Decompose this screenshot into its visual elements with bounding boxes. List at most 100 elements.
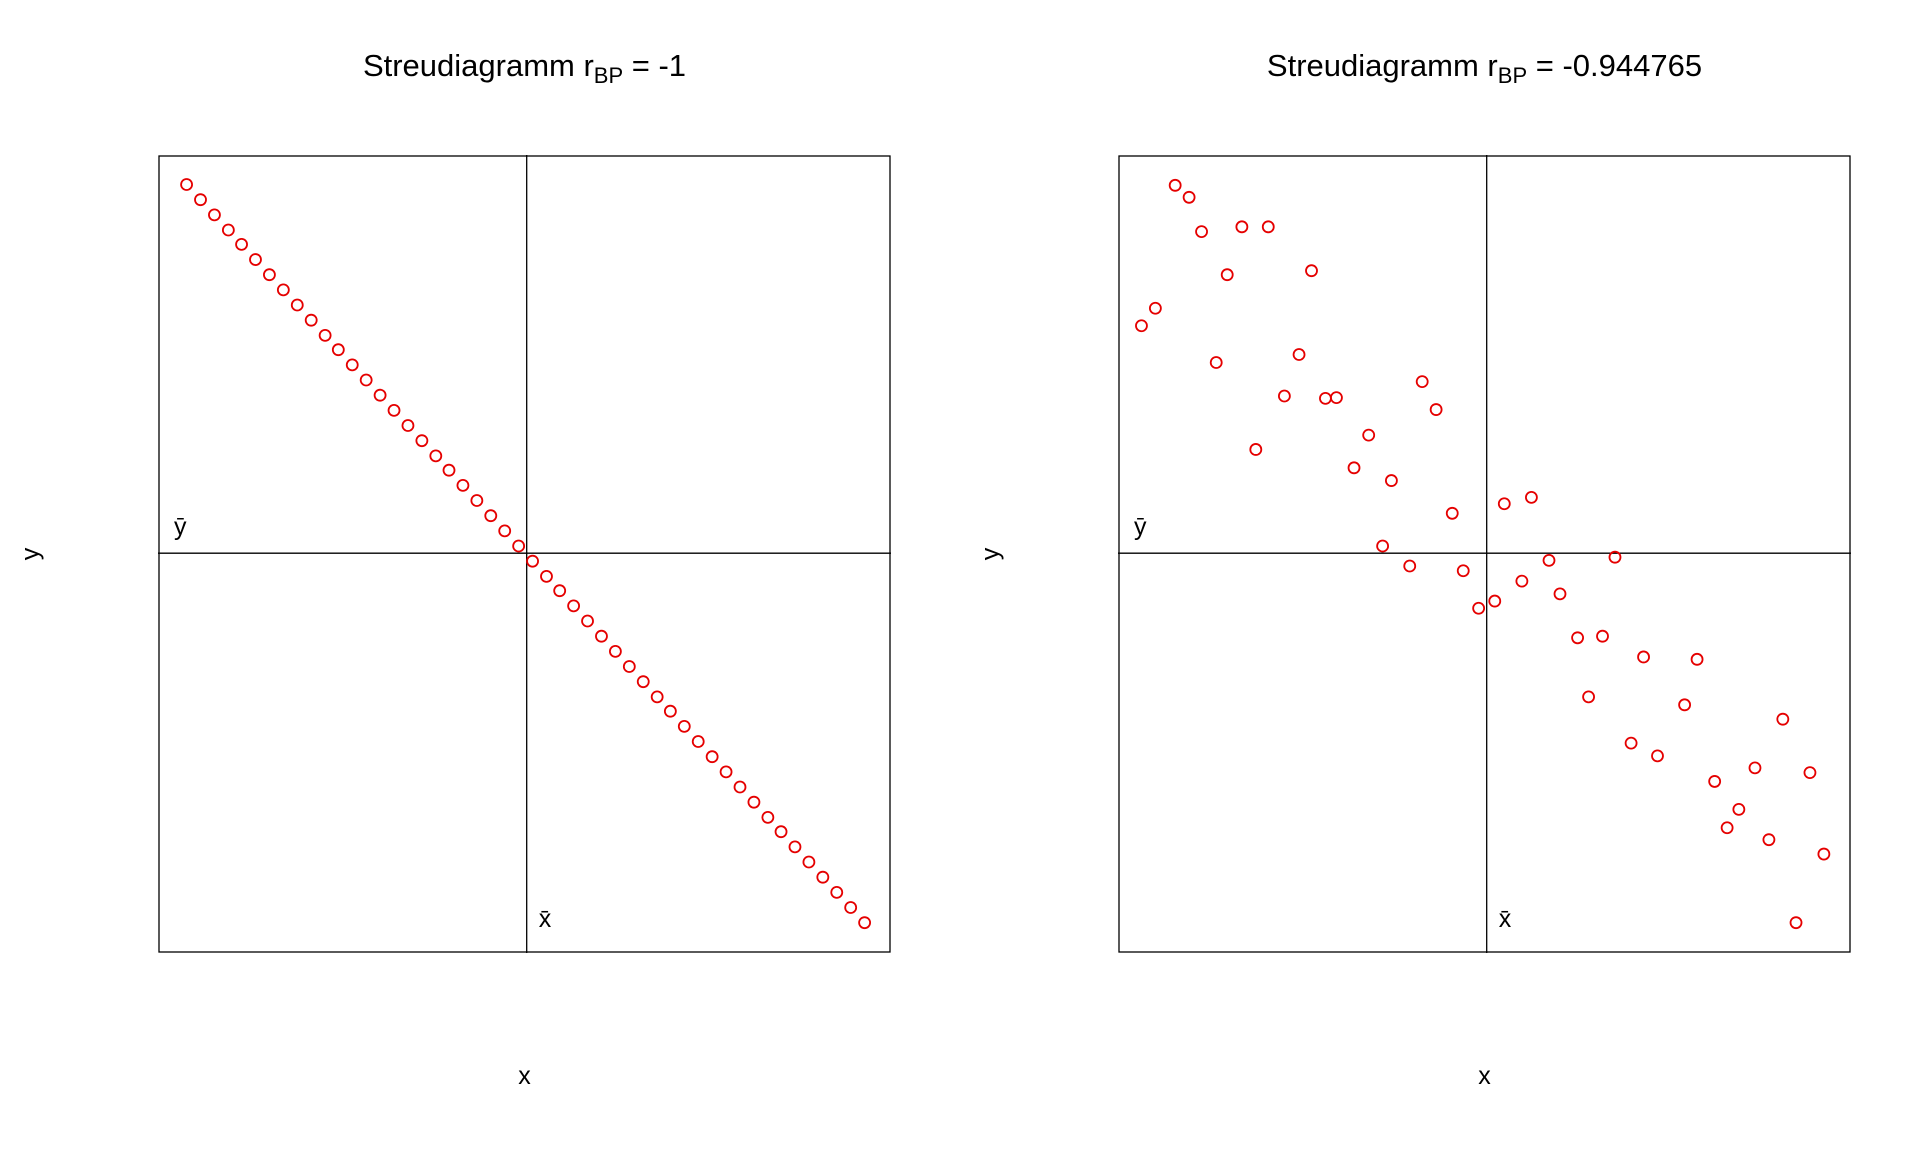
data-point: [761, 810, 775, 824]
data-point: [470, 494, 484, 507]
data-point: [705, 750, 719, 764]
data-point: [304, 313, 318, 327]
data-point: [345, 358, 359, 372]
data-point: [526, 554, 539, 568]
data-point: [1347, 461, 1361, 475]
data-point: [1472, 601, 1486, 615]
chart-title-left-prefix: Streudiagramm r: [362, 48, 594, 83]
data-point: [622, 660, 636, 673]
data-point: [415, 434, 429, 448]
data-point: [263, 268, 276, 282]
data-point: [774, 825, 788, 839]
chart-title-right-subscript: BP: [1497, 63, 1528, 89]
data-point: [1292, 348, 1306, 361]
chart-title-left-subscript: BP: [593, 63, 624, 89]
data-point: [1277, 389, 1291, 403]
data-point: [1220, 268, 1234, 282]
data-point: [1319, 391, 1332, 405]
data-point: [194, 193, 207, 207]
data-point: [1148, 301, 1162, 315]
data-point: [719, 765, 733, 779]
data-point: [1596, 629, 1609, 643]
data-point: [733, 780, 747, 794]
data-point: [608, 644, 622, 658]
data-point: [1542, 553, 1556, 567]
data-point: [1376, 539, 1390, 553]
data-point: [1525, 490, 1538, 504]
data-point: [1748, 761, 1762, 775]
data-point: [1429, 403, 1443, 416]
plot-box: [1118, 155, 1851, 953]
y-axis-label-left: y: [16, 547, 45, 561]
data-point: [816, 870, 830, 884]
data-point: [1209, 356, 1223, 369]
data-point: [1624, 736, 1638, 750]
data-point: [636, 675, 650, 689]
data-point: [802, 855, 816, 869]
data-point: [650, 690, 664, 704]
data-point: [1720, 821, 1734, 835]
data-point: [747, 795, 761, 809]
data-point: [221, 223, 235, 237]
data-point: [1330, 391, 1343, 404]
mean-x-label: x̄: [1499, 905, 1512, 933]
chart-title-right-suffix: = -0.944765: [1527, 48, 1703, 83]
data-point: [1789, 916, 1803, 930]
data-point: [553, 584, 567, 598]
data-point: [691, 735, 705, 748]
data-point: [1732, 802, 1746, 816]
data-point: [1168, 178, 1182, 192]
data-point: [1678, 698, 1692, 712]
data-point: [442, 463, 456, 477]
data-point: [1637, 650, 1650, 664]
data-point: [484, 509, 498, 523]
chart-title-left: Streudiagramm rBP = -1: [158, 48, 891, 87]
chart-title-right: Streudiagramm rBP = -0.944765: [1118, 48, 1851, 87]
chart-title-left-suffix: = -1: [623, 48, 687, 83]
data-point: [858, 916, 872, 930]
data-point: [1235, 220, 1249, 234]
data-point: [1456, 564, 1470, 578]
data-point: [512, 539, 526, 553]
panel-right: Streudiagramm rBP = -0.944765 y ȳ x̄ x: [960, 0, 1920, 1152]
data-point: [249, 253, 262, 266]
data-point: [1182, 190, 1196, 204]
data-point: [429, 449, 443, 463]
y-axis-label-right: y: [976, 547, 1005, 561]
data-point: [567, 599, 581, 613]
scatter-plot-left: ȳ x̄: [158, 155, 891, 953]
data-point: [663, 704, 677, 718]
chart-title-right-prefix: Streudiagramm r: [1266, 48, 1498, 83]
data-point: [595, 629, 608, 643]
data-point: [359, 373, 373, 387]
data-point: [1708, 775, 1722, 788]
data-point: [581, 614, 594, 628]
data-point: [1817, 847, 1831, 861]
data-point: [276, 283, 290, 297]
data-point: [1651, 749, 1664, 763]
mean-y-label: ȳ: [1134, 513, 1147, 541]
data-point: [1553, 587, 1567, 601]
data-point: [1776, 712, 1790, 726]
data-point: [1249, 443, 1263, 456]
data-point: [235, 237, 248, 251]
data-point: [290, 298, 304, 312]
data-point: [401, 419, 415, 432]
data-point: [1362, 428, 1376, 442]
data-point: [1195, 225, 1208, 239]
data-point: [1403, 559, 1417, 573]
data-point: [830, 885, 844, 899]
data-point: [1803, 766, 1817, 780]
data-point: [180, 178, 193, 191]
data-point: [1762, 833, 1776, 847]
mean-x-label: x̄: [539, 905, 552, 933]
data-point: [1135, 319, 1148, 333]
x-axis-label-right: x: [1478, 1062, 1491, 1090]
data-point: [318, 328, 332, 342]
data-point: [456, 478, 470, 492]
x-axis-label-left: x: [518, 1062, 531, 1090]
data-point: [373, 388, 387, 402]
scatter-plot-right: ȳ x̄: [1118, 155, 1851, 953]
data-point: [788, 840, 802, 854]
